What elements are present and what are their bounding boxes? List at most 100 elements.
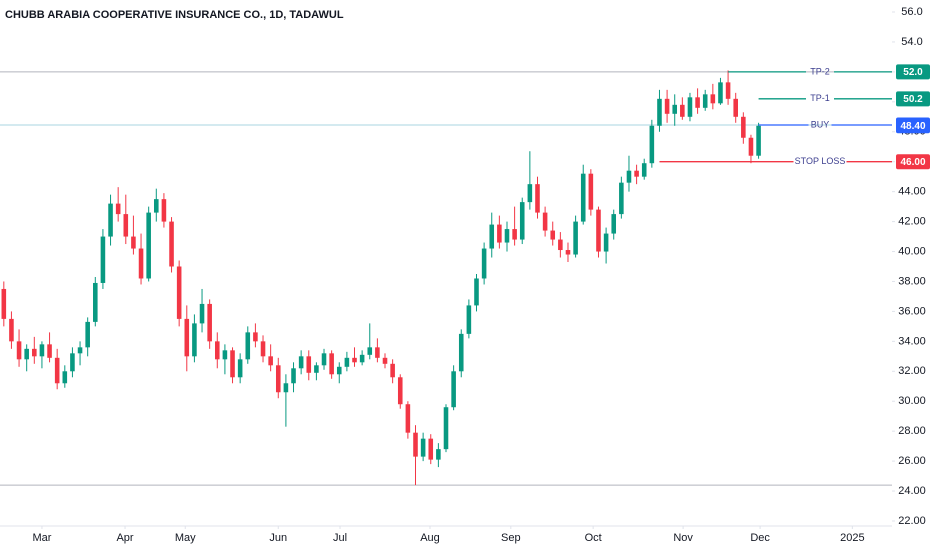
candle-body [154, 199, 159, 213]
candle-body [222, 350, 228, 360]
level-name: BUY [811, 119, 830, 129]
candle-body [32, 348, 37, 357]
last-price-label: 48.40 [900, 121, 925, 132]
candle-body [314, 365, 319, 373]
candle-body [100, 236, 106, 283]
candle-body [695, 97, 700, 108]
candle-body [504, 229, 510, 243]
candle-body [344, 357, 350, 367]
candle-body [123, 214, 129, 237]
x-tick-label: Aug [420, 532, 440, 544]
candle-body [603, 233, 609, 252]
x-tick-label: May [175, 532, 196, 544]
level-name: TP-2 [810, 66, 830, 76]
candle-body [535, 184, 540, 213]
price-tag-label: 50.2 [903, 94, 923, 105]
candle-body [85, 321, 90, 348]
price-tag-label: 46.00 [900, 157, 925, 168]
candle-body [16, 341, 22, 360]
candle-body [443, 407, 449, 450]
candle-body [413, 432, 418, 457]
candle-body [657, 98, 662, 126]
candle-body [451, 371, 456, 408]
x-tick-label: Jun [269, 532, 287, 544]
level-name: TP-1 [810, 93, 830, 103]
candle-body [359, 354, 365, 363]
candle-body [329, 353, 334, 375]
candle-body [512, 229, 517, 240]
candle-body [756, 125, 761, 156]
candle-body [474, 278, 479, 306]
candle-body [199, 303, 205, 324]
price-tag [896, 64, 930, 80]
candle-body [619, 182, 624, 215]
y-tick-label: 22.00 [898, 515, 926, 527]
candle-body [176, 266, 182, 319]
y-tick-label: 40.00 [898, 245, 926, 257]
y-tick-label: 54.0 [901, 36, 922, 48]
candle-body [375, 347, 380, 358]
candle-body [306, 356, 312, 373]
candle-body [39, 344, 45, 357]
candle-body [390, 363, 395, 378]
candle-body [291, 368, 296, 384]
candle-body [9, 318, 14, 342]
price-tag [896, 91, 930, 107]
y-tick-label: 56.0 [901, 6, 922, 18]
x-tick-label: Jul [333, 532, 347, 544]
last-price-tag [896, 118, 930, 134]
candle-body [260, 341, 266, 357]
level-name: STOP LOSS [795, 156, 846, 166]
candle-body [702, 94, 708, 108]
candle-body [741, 116, 746, 138]
candle-body [192, 323, 197, 357]
y-tick-label: 44.00 [898, 186, 926, 198]
candle-body [108, 203, 113, 237]
candle-body [588, 173, 594, 210]
candle-body [420, 438, 426, 457]
x-tick-label: Nov [673, 532, 693, 544]
candle-body [710, 94, 716, 104]
candle-body [718, 82, 723, 104]
candle-body [146, 212, 151, 279]
y-tick-label: 28.00 [898, 425, 926, 437]
y-tick-label: 26.00 [898, 455, 926, 467]
candle-body [611, 214, 617, 234]
candle-body [298, 356, 304, 369]
candle-body [664, 98, 670, 114]
candle-body [489, 224, 495, 249]
x-tick-label: Mar [32, 532, 51, 544]
candle-body [397, 377, 403, 405]
y-tick-label: 38.00 [898, 275, 926, 287]
candle-body [47, 344, 52, 358]
candle-body [542, 212, 548, 231]
y-tick-label: 24.00 [898, 485, 926, 497]
candle-body [382, 357, 388, 364]
candle-body [138, 248, 144, 279]
x-tick-label: Sep [501, 532, 521, 544]
x-tick-label: Apr [116, 532, 133, 544]
candle-body [207, 303, 212, 342]
candle-body [237, 359, 243, 378]
candle-body [436, 449, 441, 460]
candle-body [626, 170, 632, 183]
candle-body [634, 170, 639, 177]
x-tick-label: 2025 [840, 532, 864, 544]
candle-body [24, 348, 29, 360]
candle-body [466, 305, 472, 334]
candle-body [268, 356, 273, 366]
candle-body [672, 104, 678, 114]
candle-body [481, 248, 487, 279]
y-tick-label: 42.00 [898, 215, 926, 227]
candle-body [527, 184, 533, 203]
y-tick-label: 36.00 [898, 305, 926, 317]
candle-body [352, 357, 357, 363]
candle-body [275, 365, 281, 393]
candle-body [77, 347, 83, 354]
candle-body [70, 353, 75, 372]
candle-body [131, 236, 136, 249]
candle-body [725, 82, 731, 99]
candle-body [428, 438, 434, 460]
candle-body [519, 202, 525, 240]
